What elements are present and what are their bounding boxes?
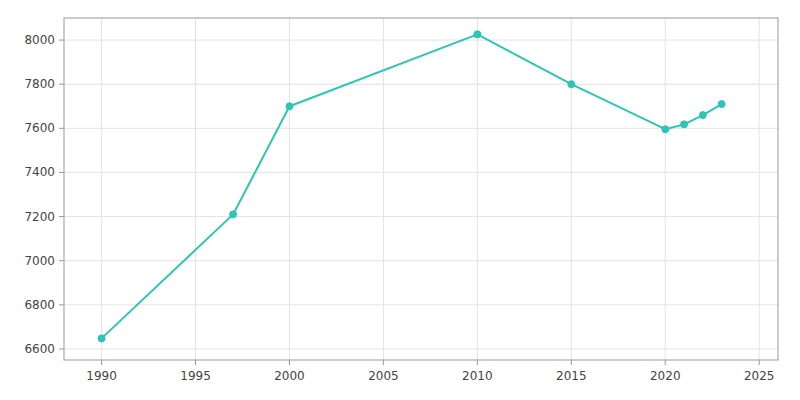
y-tick-label: 7000	[24, 254, 55, 268]
y-grid-line	[64, 84, 778, 85]
y-tick	[59, 348, 64, 349]
line	[102, 34, 722, 338]
x-grid-line	[571, 18, 572, 360]
y-tick	[59, 172, 64, 173]
point	[718, 101, 725, 108]
y-grid-line	[64, 348, 778, 349]
x-tick-label: 2015	[556, 369, 587, 383]
y-tick	[59, 84, 64, 85]
y-tick	[59, 128, 64, 129]
y-tick-label: 8000	[24, 33, 55, 47]
x-tick-label: 1995	[180, 369, 211, 383]
x-tick-label: 2005	[368, 369, 399, 383]
x-tick-label: 2025	[744, 369, 775, 383]
y-grid-line	[64, 216, 778, 217]
y-tick	[59, 260, 64, 261]
x-grid-line	[477, 18, 478, 360]
y-tick	[59, 40, 64, 41]
chart-container: 1990 1995 2000 2005 2010 2015 2020 2025 6600 6800…	[0, 0, 800, 400]
x-grid-line	[195, 18, 196, 360]
y-grid-line	[64, 304, 778, 305]
point	[568, 81, 575, 88]
point	[98, 335, 105, 342]
y-tick	[59, 304, 64, 305]
chart-svg: 1990 1995 2000 2005 2010 2015 2020 2025 6600 6800…	[0, 0, 800, 400]
x-tick-label: 2000	[274, 369, 305, 383]
y-tick-label: 7400	[24, 165, 55, 179]
y-tick-label: 7800	[24, 77, 55, 91]
x-grid-line	[759, 18, 760, 360]
point	[699, 112, 706, 119]
x-tick	[195, 360, 196, 365]
y-grid-line	[64, 172, 778, 173]
x-tick-label: 2010	[462, 369, 493, 383]
point	[681, 121, 688, 128]
x-tick	[759, 360, 760, 365]
grid	[64, 18, 778, 360]
x-tick-label: 2020	[650, 369, 681, 383]
point	[662, 126, 669, 133]
x-tick	[665, 360, 666, 365]
x-grid-line	[101, 18, 102, 360]
y-tick-label: 7200	[24, 210, 55, 224]
y-tick-label: 7600	[24, 121, 55, 135]
plot-frame	[64, 18, 778, 360]
y-grid-line	[64, 260, 778, 261]
x-tick	[101, 360, 102, 365]
x-tick-label: 1990	[86, 369, 117, 383]
y-grid-line	[64, 40, 778, 41]
x-grid-line	[289, 18, 290, 360]
axes: 1990 1995 2000 2005 2010 2015 2020 2025 6600 6800…	[24, 18, 778, 383]
x-tick	[383, 360, 384, 365]
y-tick	[59, 216, 64, 217]
x-grid-line	[665, 18, 666, 360]
y-tick-label: 6800	[24, 298, 55, 312]
x-tick	[289, 360, 290, 365]
point	[286, 103, 293, 110]
y-tick-label: 6600	[24, 342, 55, 356]
point	[474, 31, 481, 38]
x-tick	[571, 360, 572, 365]
series	[98, 31, 725, 342]
point	[230, 211, 237, 218]
x-tick	[477, 360, 478, 365]
